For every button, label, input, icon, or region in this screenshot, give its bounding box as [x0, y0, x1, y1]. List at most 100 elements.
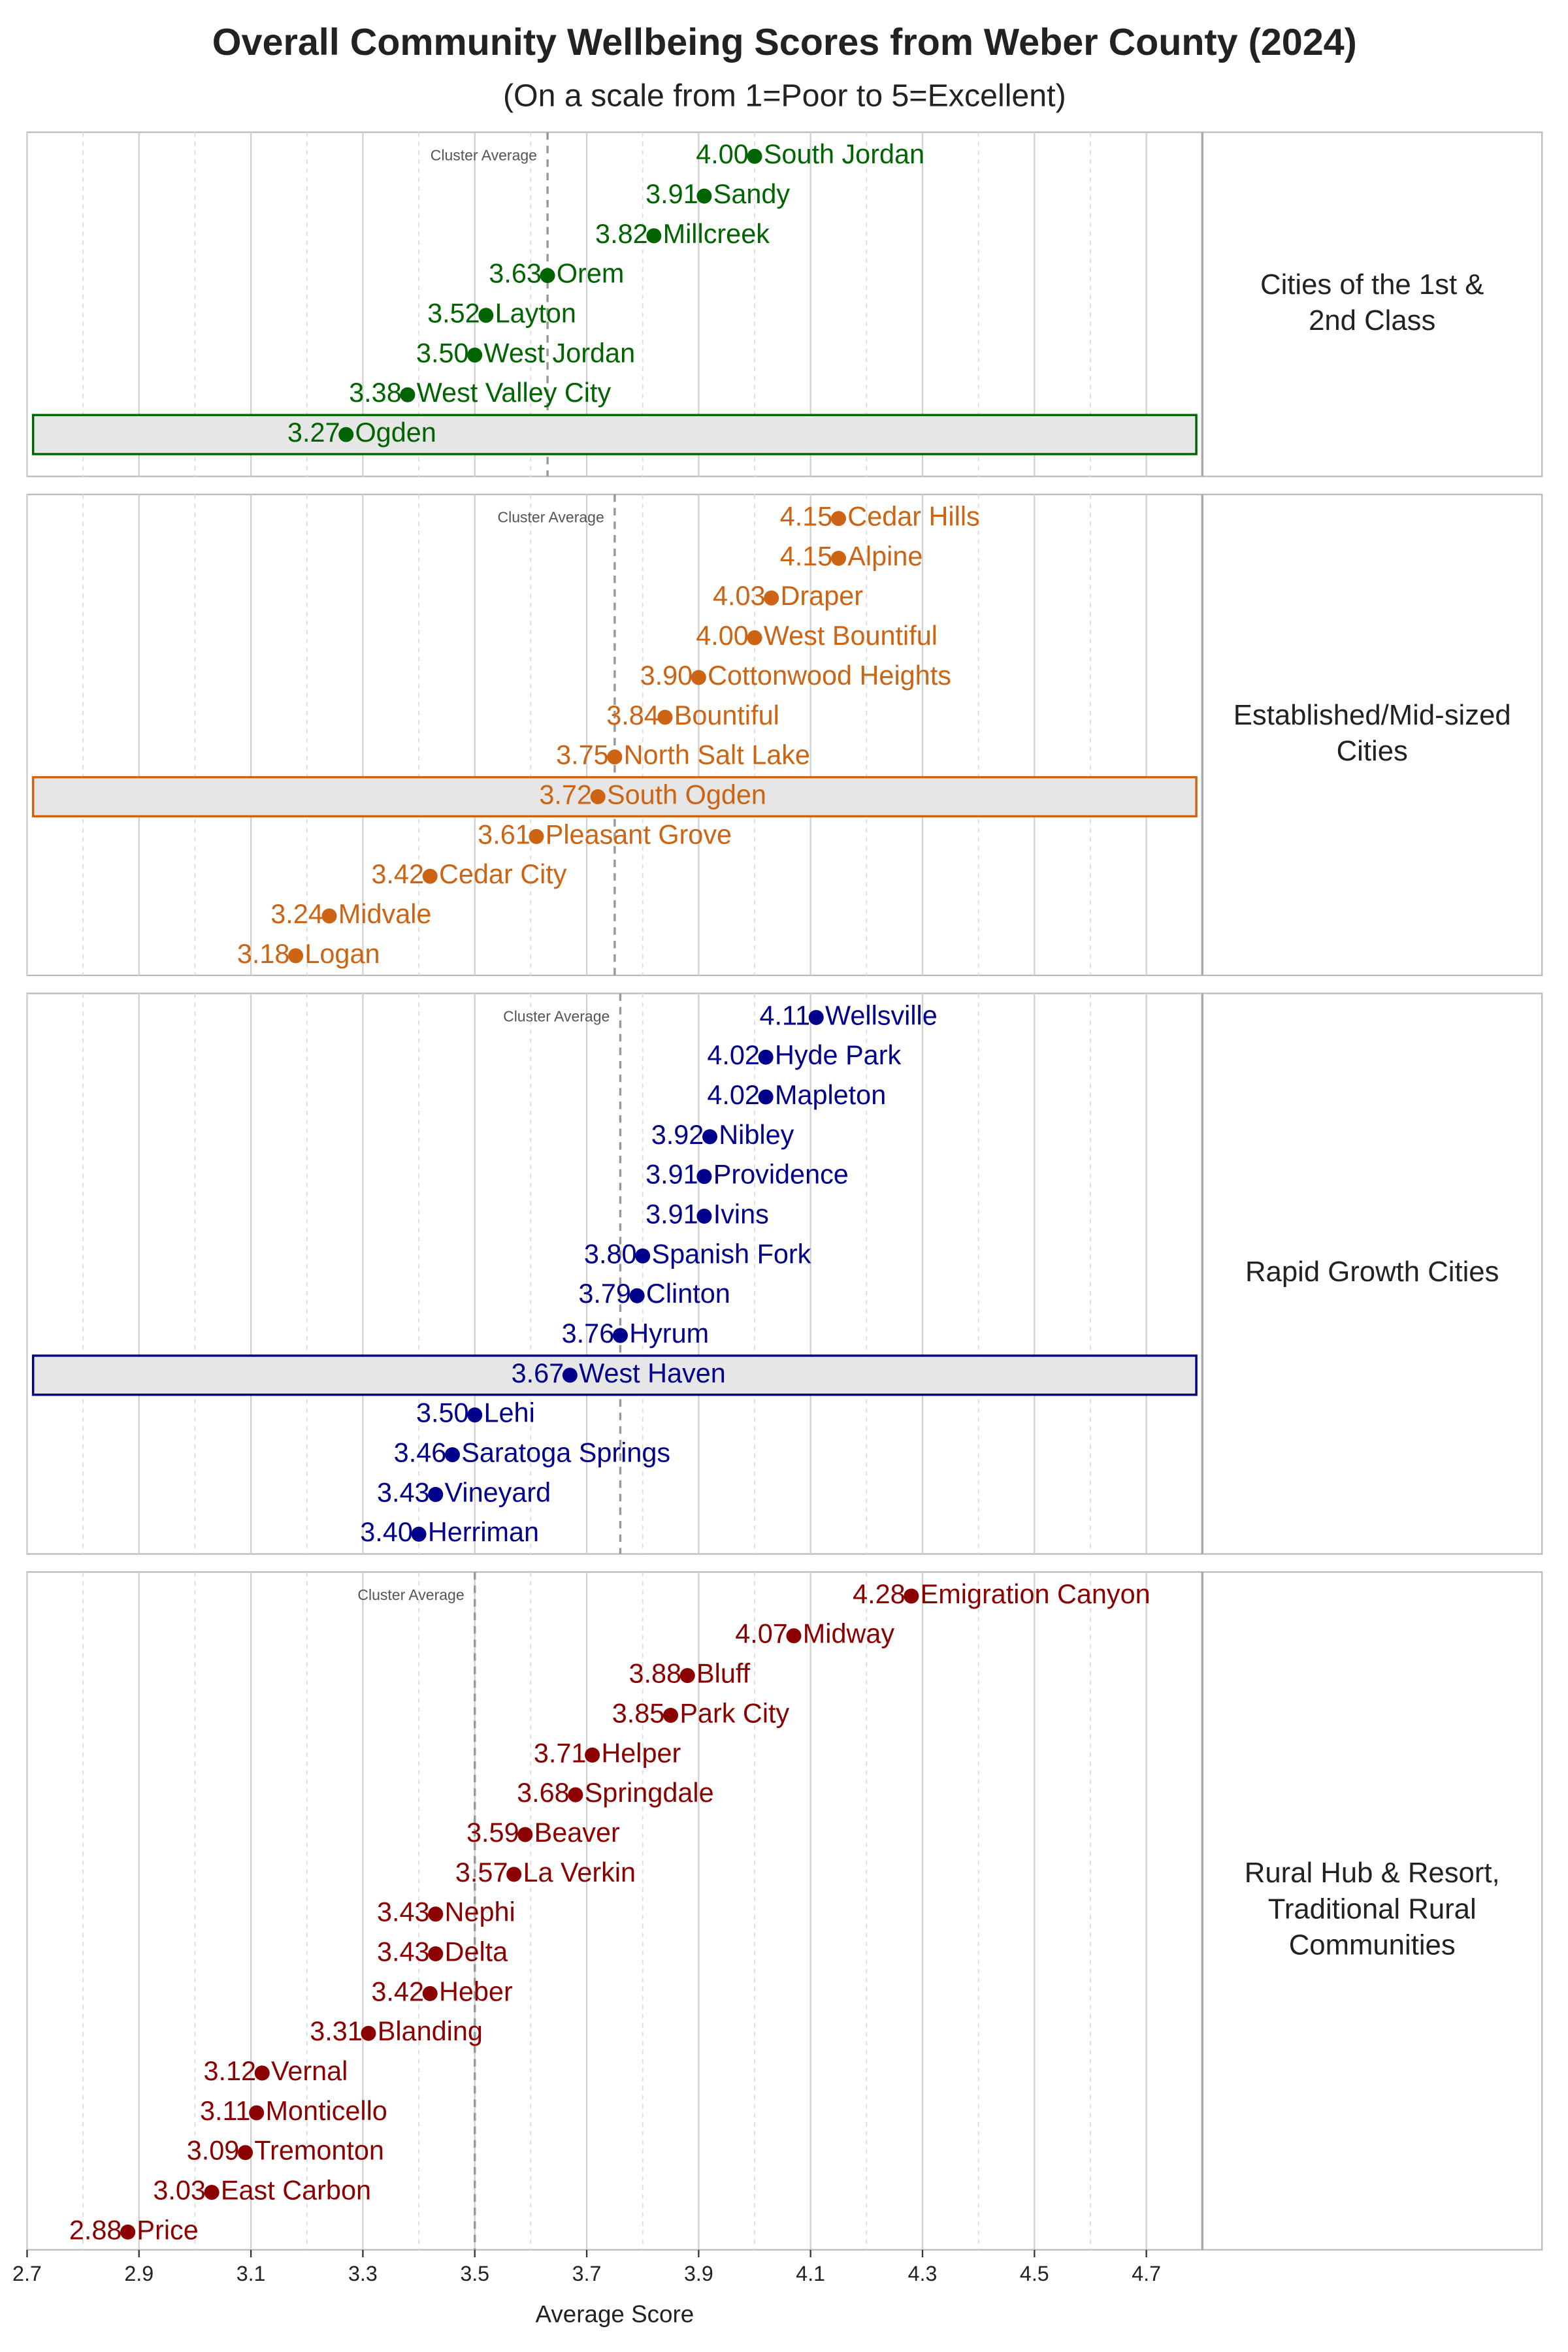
value-label: 4.03	[713, 581, 766, 611]
dot	[808, 1009, 824, 1025]
category-label: Layton	[495, 299, 576, 329]
dot	[428, 1906, 444, 1922]
value-label: 3.85	[612, 1698, 665, 1728]
value-label: 3.84	[606, 700, 659, 730]
dot	[607, 749, 623, 765]
category-label: Logan	[304, 939, 380, 969]
value-label: 3.92	[651, 1120, 704, 1150]
category-label: Monticello	[265, 2096, 387, 2126]
value-label: 3.46	[394, 1438, 447, 1468]
category-label: Wellsville	[825, 1000, 938, 1030]
dot	[629, 1288, 645, 1303]
category-label: Herriman	[428, 1517, 539, 1547]
dot	[428, 1946, 444, 1962]
value-label: 3.90	[640, 661, 693, 691]
value-label: 4.15	[780, 502, 833, 532]
dot	[321, 908, 337, 924]
dot	[204, 2185, 220, 2200]
value-label: 3.43	[377, 1477, 430, 1507]
panel-label: Cities	[1337, 735, 1408, 767]
category-label: Price	[137, 2215, 198, 2245]
category-label: Beaver	[534, 1818, 620, 1848]
dot	[702, 1129, 717, 1145]
value-label: 3.43	[377, 1936, 430, 1967]
x-tick-label: 2.7	[12, 2262, 42, 2285]
category-label: Park City	[679, 1698, 789, 1728]
x-tick-label: 3.3	[348, 2262, 378, 2285]
value-label: 4.11	[760, 1000, 811, 1030]
category-label: Alpine	[847, 541, 923, 571]
dot	[562, 1367, 578, 1383]
value-label: 3.09	[187, 2136, 240, 2166]
value-label: 3.18	[237, 939, 290, 969]
value-label: 3.12	[203, 2056, 256, 2086]
value-label: 3.31	[310, 2016, 363, 2046]
value-label: 2.88	[69, 2215, 122, 2245]
dot	[696, 1209, 712, 1224]
category-label: La Verkin	[523, 1857, 636, 1887]
value-label: 4.02	[707, 1080, 760, 1110]
dot	[758, 1049, 774, 1065]
cluster-average-label: Cluster Average	[503, 1007, 610, 1024]
dot	[696, 1169, 712, 1184]
value-label: 3.27	[287, 417, 340, 448]
dot	[120, 2224, 136, 2240]
dot	[758, 1089, 774, 1105]
category-label: South Jordan	[764, 139, 924, 169]
category-label: Midway	[803, 1619, 895, 1649]
dot	[422, 868, 438, 884]
category-label: Emigration Canyon	[921, 1579, 1151, 1609]
category-label: Draper	[781, 581, 864, 611]
dot	[478, 308, 494, 323]
dot	[467, 347, 483, 363]
dot	[764, 590, 779, 606]
x-tick-label: 4.7	[1132, 2262, 1161, 2285]
dot	[540, 268, 555, 284]
panel-label: Cities of the 1st &	[1260, 269, 1484, 301]
value-label: 3.38	[349, 378, 402, 408]
value-label: 3.43	[377, 1897, 430, 1927]
highlight-box	[31, 414, 1198, 455]
x-axis-label: Average Score	[535, 2301, 694, 2328]
dot	[786, 1628, 802, 1644]
value-label: 3.88	[629, 1659, 681, 1689]
value-label: 3.24	[270, 899, 323, 929]
category-label: Orem	[557, 259, 624, 289]
x-tick-label: 4.1	[796, 2262, 825, 2285]
category-label: Millcreek	[663, 219, 770, 249]
value-label: 3.57	[455, 1857, 508, 1887]
category-label: Bluff	[696, 1659, 751, 1689]
dot	[506, 1867, 522, 1882]
dot	[238, 2145, 253, 2161]
category-label: Bountiful	[674, 700, 779, 730]
category-label: Hyrum	[629, 1318, 709, 1348]
value-label: 3.91	[645, 1199, 698, 1229]
dot	[361, 2025, 376, 2041]
x-tick-label: 4.5	[1020, 2262, 1049, 2285]
category-label: East Carbon	[221, 2176, 371, 2206]
value-label: 3.67	[512, 1358, 564, 1388]
value-label: 4.00	[696, 621, 749, 651]
value-label: 3.52	[427, 299, 480, 329]
category-label: Blanding	[378, 2016, 483, 2046]
dot	[635, 1248, 651, 1264]
x-tick-label: 3.9	[684, 2262, 713, 2285]
x-tick-label: 3.5	[460, 2262, 489, 2285]
dot	[612, 1328, 628, 1343]
dot	[529, 828, 544, 844]
highlight-box	[31, 776, 1198, 818]
value-label: 3.50	[416, 1398, 469, 1428]
category-label: Springdale	[585, 1778, 714, 1808]
category-label: North Salt Lake	[624, 740, 810, 770]
value-label: 4.28	[853, 1579, 906, 1609]
dot	[411, 1526, 427, 1542]
category-label: Nephi	[445, 1897, 515, 1927]
dot	[249, 2105, 265, 2121]
category-label: Tremonton	[254, 2136, 384, 2166]
category-label: Pleasant Grove	[546, 819, 732, 849]
dot	[904, 1588, 919, 1604]
category-label: Vernal	[271, 2056, 348, 2086]
value-label: 3.50	[416, 338, 469, 368]
value-label: 3.59	[466, 1818, 519, 1848]
